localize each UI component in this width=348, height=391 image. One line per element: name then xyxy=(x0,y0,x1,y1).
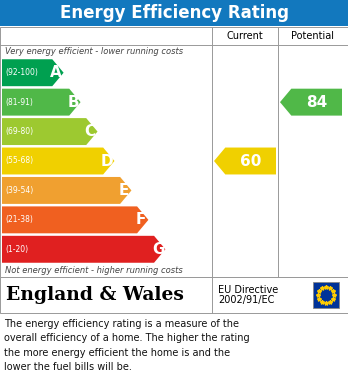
Text: A: A xyxy=(50,65,62,80)
Text: (21-38): (21-38) xyxy=(5,215,33,224)
Text: 2002/91/EC: 2002/91/EC xyxy=(218,295,274,305)
Polygon shape xyxy=(280,89,342,116)
Text: G: G xyxy=(152,242,164,257)
Polygon shape xyxy=(214,147,276,174)
Text: 60: 60 xyxy=(240,154,261,169)
Text: Current: Current xyxy=(227,31,263,41)
Text: Very energy efficient - lower running costs: Very energy efficient - lower running co… xyxy=(5,47,183,56)
Text: E: E xyxy=(119,183,129,198)
Text: (55-68): (55-68) xyxy=(5,156,33,165)
Text: C: C xyxy=(85,124,96,139)
Text: Potential: Potential xyxy=(291,31,333,41)
Text: (1-20): (1-20) xyxy=(5,245,28,254)
Bar xyxy=(313,282,339,308)
Text: EU Directive: EU Directive xyxy=(218,285,278,295)
Polygon shape xyxy=(2,177,132,204)
Text: (69-80): (69-80) xyxy=(5,127,33,136)
Text: Not energy efficient - higher running costs: Not energy efficient - higher running co… xyxy=(5,266,183,275)
Text: (92-100): (92-100) xyxy=(5,68,38,77)
Polygon shape xyxy=(2,147,114,174)
Text: (81-91): (81-91) xyxy=(5,98,33,107)
Text: England & Wales: England & Wales xyxy=(6,286,184,304)
Text: F: F xyxy=(136,212,146,227)
Bar xyxy=(0,277,348,313)
Polygon shape xyxy=(2,206,148,233)
Text: (39-54): (39-54) xyxy=(5,186,33,195)
Text: B: B xyxy=(68,95,79,109)
Bar xyxy=(0,27,348,277)
Text: D: D xyxy=(101,154,113,169)
Polygon shape xyxy=(2,236,165,263)
Polygon shape xyxy=(2,118,97,145)
Text: 84: 84 xyxy=(306,95,327,109)
Text: The energy efficiency rating is a measure of the
overall efficiency of a home. T: The energy efficiency rating is a measur… xyxy=(4,319,250,372)
Bar xyxy=(0,0,348,26)
Polygon shape xyxy=(2,59,64,86)
Text: Energy Efficiency Rating: Energy Efficiency Rating xyxy=(60,4,288,22)
Polygon shape xyxy=(2,89,80,116)
